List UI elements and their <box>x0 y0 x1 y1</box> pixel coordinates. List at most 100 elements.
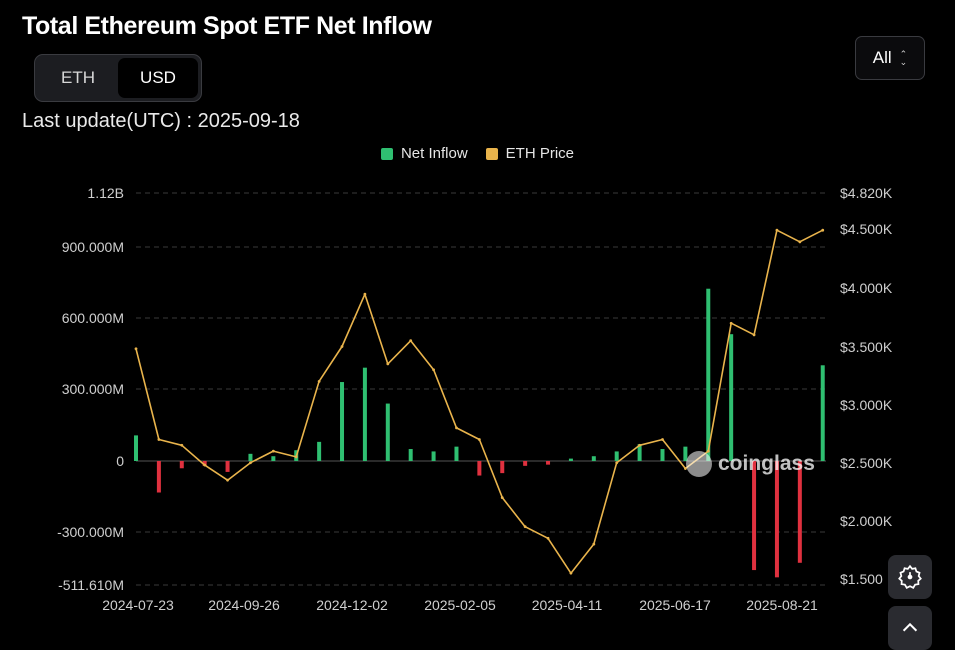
y-right-tick-label: $4.820K <box>840 185 893 201</box>
eth-price-point <box>134 347 138 351</box>
y-left-tick-label: -300.000M <box>57 524 124 540</box>
net-inflow-bar <box>248 453 253 461</box>
eth-price-point <box>706 449 710 453</box>
x-tick-label: 2024-12-02 <box>316 597 388 613</box>
eth-price-point <box>592 542 596 546</box>
eth-price-point <box>249 461 252 465</box>
x-tick-label: 2025-08-21 <box>746 597 818 613</box>
coinglass-logo <box>686 451 712 477</box>
eth-price-point <box>523 525 527 529</box>
y-right-tick-label: $4.000K <box>840 280 893 296</box>
last-update-text: Last update(UTC) : 2025-09-18 <box>22 110 300 132</box>
y-right-tick-label: $2.000K <box>840 513 893 529</box>
y-left-tick-label: -511.610M <box>58 577 124 593</box>
net-inflow-bar <box>156 461 161 493</box>
eth-price-point <box>500 496 504 500</box>
net-inflow-bar <box>797 461 802 563</box>
net-inflow-bar <box>637 444 642 461</box>
unit-option-usd[interactable]: USD <box>118 58 198 98</box>
eth-price-point <box>157 438 161 441</box>
eth-price-point <box>180 443 184 447</box>
chart-canvas: 1.12B 900.000M 600.000M 300.000M 0 -300.000M -… <box>57 185 893 613</box>
eth-price-point <box>615 461 619 465</box>
net-inflow-bar <box>134 435 138 461</box>
eth-price-point <box>569 571 573 575</box>
net-inflow-bar <box>683 446 688 461</box>
x-tick-label: 2025-02-05 <box>424 597 496 613</box>
eth-price-point <box>386 362 390 366</box>
eth-price-point <box>317 379 321 383</box>
eth-price-point <box>203 463 207 467</box>
eth-price-point <box>226 478 229 482</box>
y-right-tick-label: $2.500K <box>840 455 893 471</box>
eth-price-point <box>432 368 435 372</box>
net-inflow-bar <box>591 456 596 461</box>
eth-price-point <box>455 426 458 430</box>
legend-item-eth-price[interactable]: ETH Price <box>485 145 574 162</box>
net-inflow-bar <box>179 461 184 469</box>
y-right-tick-label: $3.000K <box>840 397 893 413</box>
net-inflow-bar <box>523 461 528 466</box>
net-inflow-bar <box>546 461 551 465</box>
gear-icon <box>898 564 922 589</box>
net-inflow-bar <box>385 403 390 461</box>
eth-price-point <box>638 443 642 447</box>
legend-label-net-inflow: Net Inflow <box>400 145 468 162</box>
net-inflow-bar <box>454 446 459 461</box>
net-inflow-bar <box>752 461 757 571</box>
page-title: Total Ethereum Spot ETF Net Inflow <box>22 12 432 40</box>
net-inflow-bar <box>202 461 207 466</box>
eth-price-point <box>752 333 756 337</box>
y-left-tick-label: 1.12B <box>87 185 124 201</box>
time-range-value: All <box>872 48 892 67</box>
net-inflow-bar <box>431 451 436 461</box>
net-inflow-bar <box>225 461 230 472</box>
chart-legend: Net Inflow ETH Price <box>0 145 955 162</box>
eth-price-point <box>477 438 481 441</box>
net-inflow-bar <box>774 461 779 578</box>
y-left-tick-label: 300.000M <box>62 381 124 397</box>
eth-price-point <box>363 292 367 296</box>
net-inflow-bar <box>340 382 345 461</box>
time-range-select[interactable]: All ⌃ ⌄ <box>855 36 925 80</box>
net-inflow-bar <box>500 461 505 474</box>
net-inflow-bar <box>568 458 573 461</box>
net-inflow-bar <box>271 456 276 461</box>
x-tick-label: 2024-09-26 <box>208 597 280 613</box>
net-inflow-bar <box>362 367 367 461</box>
select-chevron-icon: ⌃ ⌄ <box>899 49 908 67</box>
legend-swatch-net-inflow <box>380 147 393 160</box>
net-inflow-bar <box>729 334 734 461</box>
eth-price-point <box>409 339 413 343</box>
legend-item-net-inflow[interactable]: Net Inflow <box>380 145 468 162</box>
settings-button[interactable] <box>888 555 932 599</box>
eth-price-point <box>821 228 825 232</box>
watermark: coinglass <box>686 451 815 477</box>
scroll-top-button[interactable] <box>888 606 932 650</box>
watermark-text: coinglass <box>718 452 815 475</box>
net-inflow-bar <box>477 461 482 476</box>
eth-price-point <box>340 345 344 348</box>
y-left-tick-label: 600.000M <box>62 310 124 326</box>
eth-price-point <box>729 321 733 325</box>
unit-option-eth[interactable]: ETH <box>61 68 95 87</box>
y-right-tick-label: $4.500K <box>840 221 893 237</box>
y-right-tick-label: $1.500 <box>840 571 883 587</box>
eth-price-line <box>135 229 824 575</box>
x-tick-label: 2025-06-17 <box>639 597 711 613</box>
eth-price-point <box>546 536 550 540</box>
net-inflow-bar <box>408 449 413 461</box>
y-left-tick-label: 900.000M <box>62 239 124 255</box>
net-inflow-bar <box>614 451 619 461</box>
net-inflow-bar <box>317 441 322 461</box>
net-inflow-bar <box>820 365 825 461</box>
x-tick-label: 2024-07-23 <box>102 597 174 613</box>
net-inflow-bar <box>706 288 711 461</box>
eth-price-point <box>798 240 802 244</box>
eth-price-point <box>294 455 298 459</box>
y-left-tick-label: 0 <box>116 453 124 469</box>
eth-price-point <box>271 449 275 453</box>
eth-price-point <box>661 438 664 441</box>
eth-price-point <box>775 228 779 232</box>
chevron-up-icon <box>902 622 918 632</box>
